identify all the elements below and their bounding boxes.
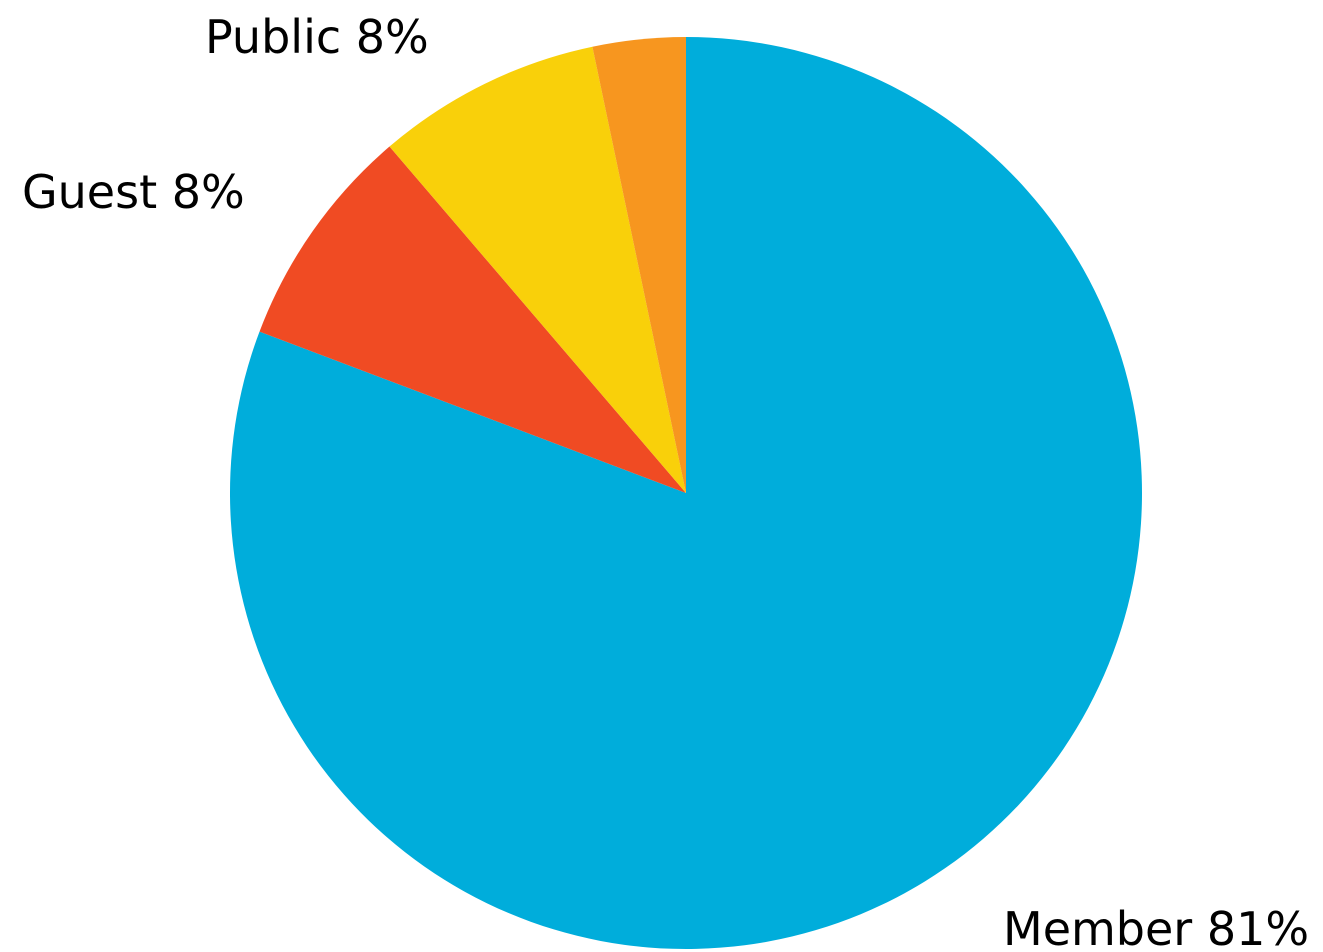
slice-label-guest: Guest 8% (22, 165, 245, 219)
pie-slice-public (389, 46, 686, 493)
pie-slices (230, 37, 1143, 949)
slice-label-member: Member 81% (1003, 902, 1309, 952)
pie-slice-guest (259, 146, 686, 494)
pie-slice-slice-3 (592, 37, 686, 493)
pie-slice-member (230, 37, 1143, 949)
slice-label-public: Public 8% (205, 10, 429, 64)
pie-labels: Member 81% Guest 8% Public 8% (22, 10, 1309, 952)
